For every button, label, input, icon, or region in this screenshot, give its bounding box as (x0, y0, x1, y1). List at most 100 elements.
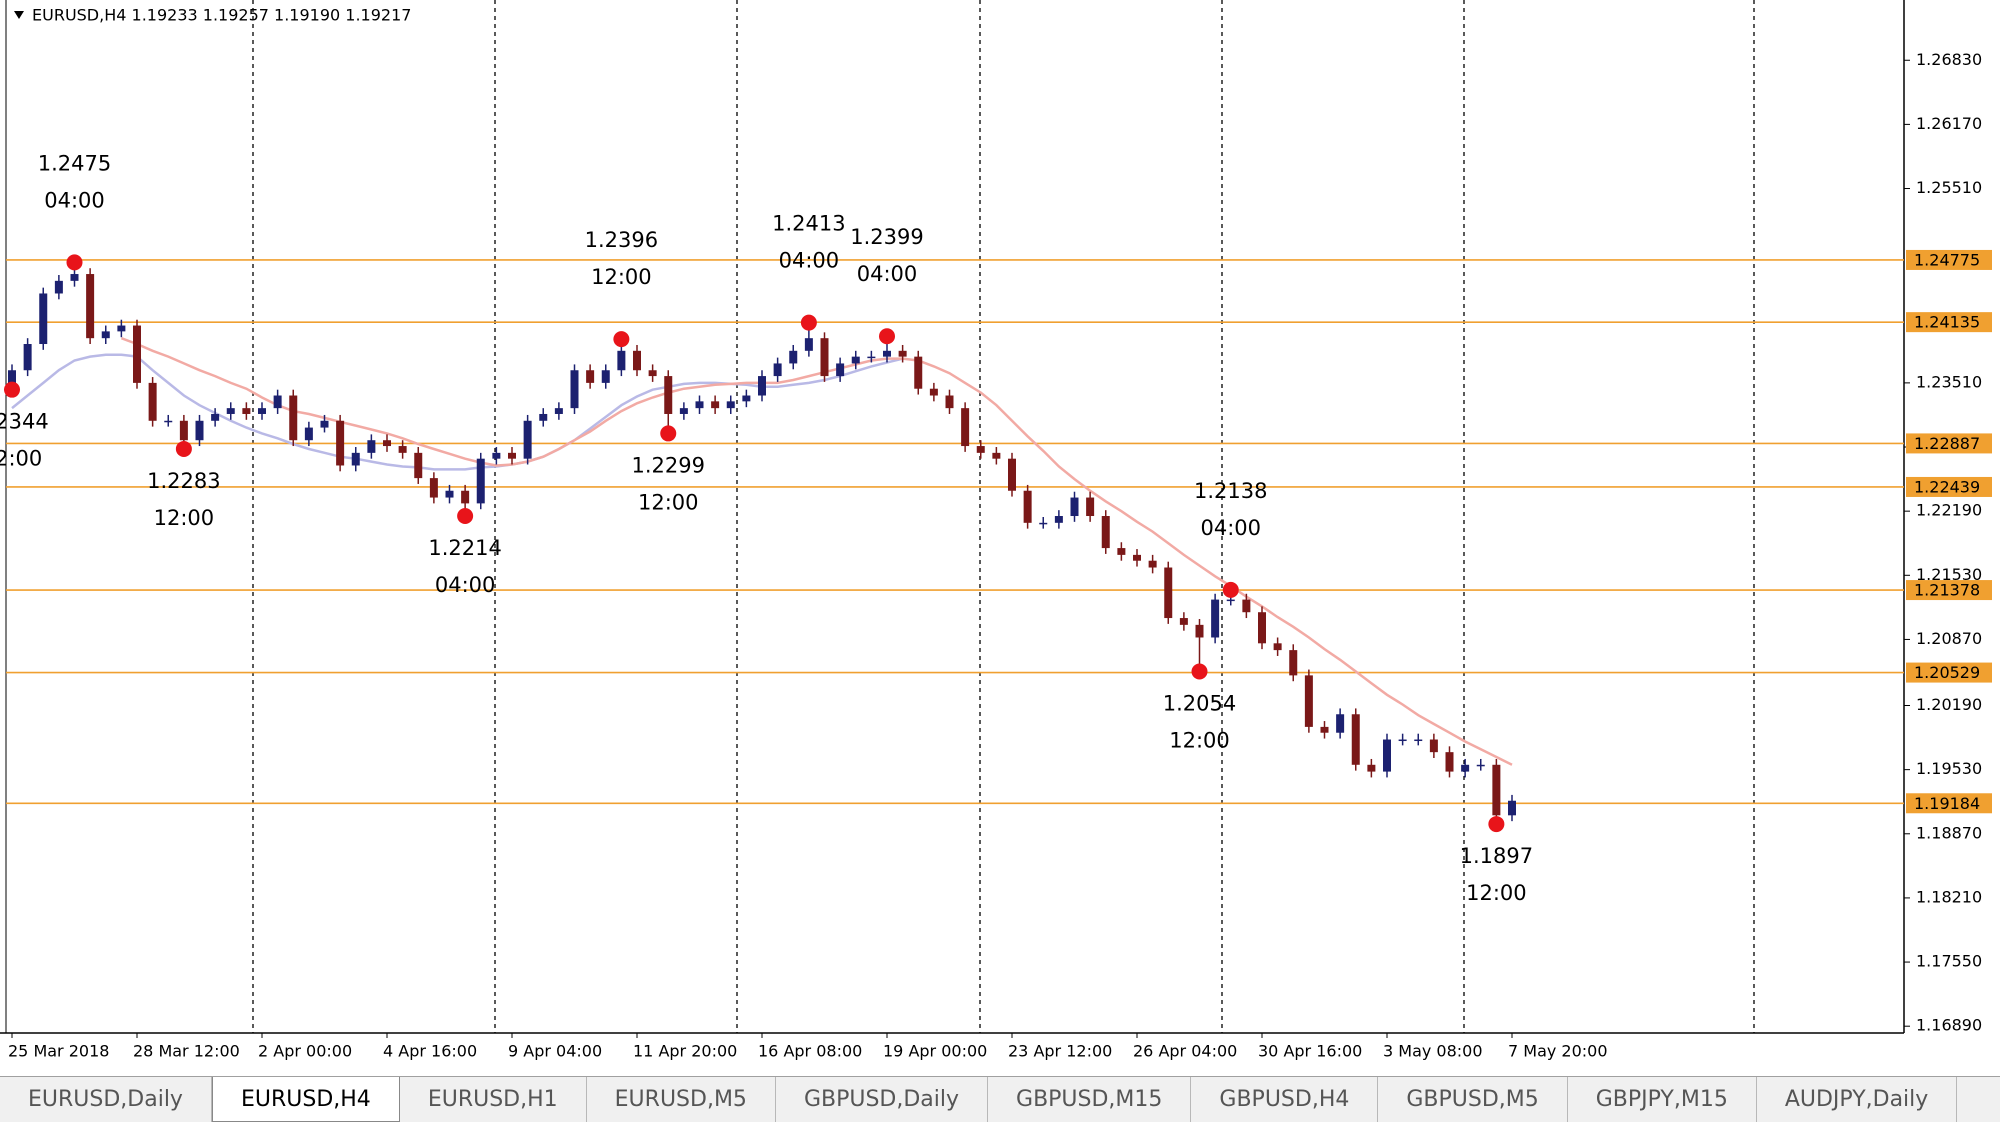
candle-body (1508, 800, 1516, 816)
y-tick-label: 1.26170 (1916, 114, 1982, 133)
chart-tab[interactable]: EURUSD,H1 (400, 1077, 587, 1122)
candle-body (289, 395, 298, 441)
chart-tab[interactable]: GBPUSD,M15 (988, 1077, 1192, 1122)
candle-body (101, 331, 110, 339)
candle-body (1320, 726, 1329, 733)
chart-tab[interactable]: AUDJPY,Daily (1757, 1077, 1958, 1122)
candle-body (1226, 599, 1235, 602)
chart-tab[interactable]: GBPUSD,M5 (1378, 1077, 1568, 1122)
extreme-dot (457, 508, 474, 525)
annotation-price: 1.2399 (850, 225, 923, 249)
annotation-price: 1.2283 (147, 469, 220, 493)
candle-body (86, 274, 95, 339)
candle-body (23, 344, 32, 371)
annotation-time: 12:00 (591, 265, 652, 289)
y-tick-label: 1.22190 (1916, 501, 1982, 520)
chart-tab[interactable]: EURUSD,Daily (0, 1077, 212, 1122)
candle-body (1273, 643, 1282, 651)
chart-header: EURUSD,H4 1.19233 1.19257 1.19190 1.1921… (32, 6, 411, 25)
candle-body (1054, 516, 1063, 523)
candle-body (242, 408, 251, 414)
annotation-price: 1.2475 (38, 151, 111, 175)
chart: EURUSD,H4 1.19233 1.19257 1.19190 1.1921… (0, 0, 2000, 1061)
candle-body (164, 420, 173, 423)
candle-body (39, 293, 48, 345)
extreme-dot (613, 331, 630, 348)
x-tick-label: 9 Apr 04:00 (508, 1042, 602, 1061)
candle-body (945, 395, 954, 409)
candle-body (1304, 675, 1313, 727)
level-box (1906, 793, 1992, 814)
candle-body (117, 325, 126, 332)
annotation-time: 04:00 (857, 262, 918, 286)
x-tick-label: 23 Apr 12:00 (1008, 1042, 1112, 1061)
candle-body (1070, 497, 1079, 517)
chart-tab[interactable]: GBPUSD,Daily (776, 1077, 989, 1122)
x-tick-label: 7 May 20:00 (1508, 1042, 1608, 1061)
y-tick-label: 1.16890 (1916, 1016, 1982, 1035)
candle-body (851, 356, 860, 364)
candle-body (1461, 764, 1470, 772)
chart-tab[interactable]: GBPUSD,H4 (1191, 1077, 1379, 1122)
candle-body (695, 401, 704, 409)
level-box (1906, 476, 1992, 497)
candle-body (367, 440, 376, 453)
annotation-time: 04:00 (779, 249, 840, 273)
x-tick-label: 30 Apr 16:00 (1258, 1042, 1362, 1061)
level-label: 1.21378 (1914, 581, 1980, 600)
chart-tab[interactable]: EURUSD,H4 (211, 1077, 400, 1122)
extreme-dot (4, 381, 20, 398)
chart-tab[interactable]: EURUSD,M5 (587, 1077, 776, 1122)
annotation-time: 12:00 (638, 490, 699, 514)
candle-body (867, 356, 876, 359)
candle-body (1258, 612, 1266, 644)
annotation-time: 12:00 (154, 506, 215, 530)
y-tick-label: 1.18210 (1916, 887, 1982, 906)
candle-body (648, 370, 657, 377)
annotation-price: 1.2396 (585, 228, 658, 252)
candle-body (1476, 764, 1485, 767)
candle-body (1086, 497, 1095, 517)
candle-body (570, 370, 579, 409)
level-label: 1.20529 (1914, 663, 1980, 682)
candle-body (633, 350, 641, 371)
candle-body (914, 356, 923, 389)
candle-body (383, 440, 391, 447)
price-axis-bg (1905, 0, 2000, 1033)
candle-body (461, 490, 470, 504)
candle-body (1008, 458, 1016, 491)
level-box (1906, 433, 1992, 454)
chart-tab[interactable]: GBPJPY,M15 (1568, 1077, 1757, 1122)
y-tick-label: 1.23510 (1916, 372, 1982, 391)
extreme-dot (800, 314, 817, 331)
candle-body (476, 458, 485, 504)
candle-body (976, 446, 985, 453)
candle-body (836, 363, 845, 377)
extreme-dot (879, 328, 895, 345)
y-tick-label: 1.20870 (1916, 629, 1982, 648)
candle-body (929, 388, 938, 396)
y-tick-label: 1.17550 (1916, 952, 1982, 971)
candle-body (1117, 548, 1126, 555)
ma-line (120, 337, 1513, 766)
y-tick-label: 1.21530 (1916, 565, 1982, 584)
level-box (1906, 249, 1992, 270)
y-tick-label: 1.25510 (1916, 178, 1982, 197)
candle-body (1414, 739, 1423, 742)
candle-body (304, 427, 313, 441)
candle-body (898, 350, 907, 357)
candle-body (711, 401, 720, 409)
ma-line (11, 353, 903, 471)
x-tick-label: 25 Mar 2018 (8, 1042, 109, 1061)
candle-body (1023, 490, 1032, 523)
x-tick-label: 4 Apr 16:00 (383, 1042, 477, 1061)
candle-body (789, 350, 798, 364)
tab-bar: EURUSD,Daily EURUSD,H4 EURUSD,H1 EURUSD,M5 G… (0, 1076, 2000, 1122)
extreme-dot (1488, 816, 1505, 833)
candle-body (992, 452, 1001, 459)
extreme-dot (66, 254, 83, 271)
candle-body (742, 395, 751, 402)
candle-body (429, 478, 438, 498)
menu-triangle[interactable] (14, 11, 24, 19)
